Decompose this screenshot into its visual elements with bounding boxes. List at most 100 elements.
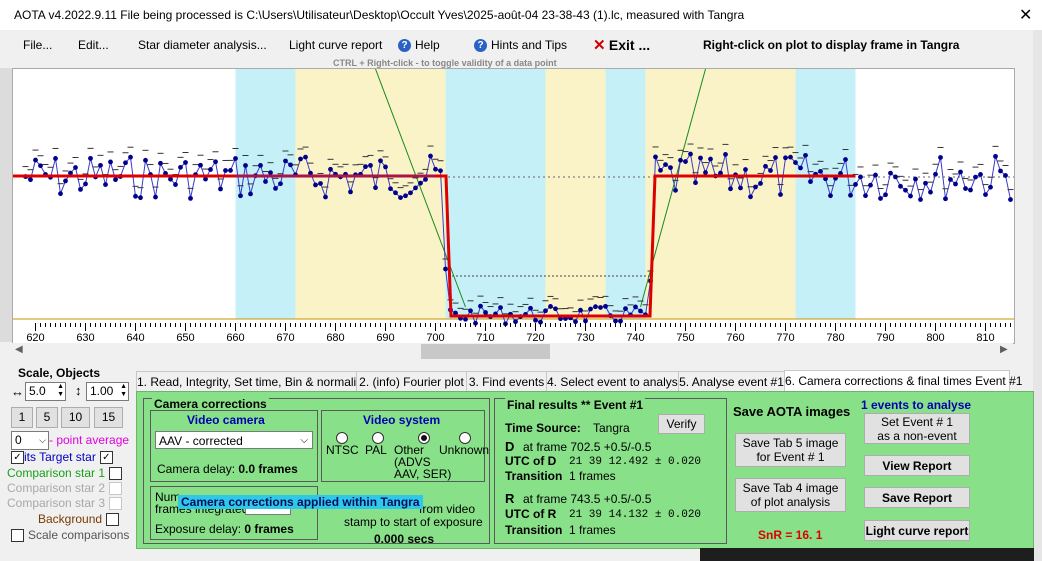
target-prefix: its	[24, 450, 36, 464]
data-point	[688, 151, 693, 157]
spinner-icon[interactable]: ▲ ▼	[57, 383, 64, 398]
right-click-hint: Right-click on plot to display frame in …	[703, 38, 960, 52]
menu-help[interactable]: ? Help	[398, 38, 440, 53]
data-point	[873, 172, 878, 178]
scroll-thumb[interactable]	[421, 344, 550, 359]
target-star-row[interactable]: ✓ its Target star ✓	[11, 450, 113, 465]
r-frame-text: at frame 743.5 +0.5/-0.5	[523, 492, 652, 506]
comparison-1-label: Comparison star 1	[7, 466, 106, 480]
background-checkbox[interactable]	[106, 513, 120, 527]
unknown-radio[interactable]	[459, 432, 471, 444]
data-point	[238, 193, 243, 199]
comparison-2-checkbox	[109, 482, 123, 496]
data-point	[538, 319, 543, 325]
target-star-checkbox[interactable]: ✓	[99, 451, 113, 465]
zoom-15-button[interactable]: 15	[94, 407, 123, 428]
save-report-button[interactable]: Save Report	[864, 487, 970, 508]
menu-hints[interactable]: ? Hints and Tips	[474, 38, 567, 53]
plot-scrollbar[interactable]: ◀ ▶	[12, 343, 1013, 360]
data-point	[158, 160, 163, 166]
light-curve-svg[interactable]: 620 630 640 650 660 670 680 690 700 710 720 730 740 7…	[13, 68, 1014, 344]
menu-star-diameter[interactable]: Star diameter analysis...	[138, 38, 267, 52]
light-curve-report-button[interactable]: Light curve report	[864, 520, 970, 541]
scroll-right-icon[interactable]: ▶	[1000, 344, 1008, 355]
menu-exit[interactable]: ✕ Exit ...	[593, 36, 650, 54]
data-point	[478, 303, 483, 309]
camera-select[interactable]: AAV - corrected ⌵	[155, 431, 313, 449]
data-point	[248, 191, 253, 197]
zoom-10-button[interactable]: 10	[61, 407, 90, 428]
data-point	[468, 308, 473, 314]
menu-edit[interactable]: Edit...	[78, 38, 109, 52]
tab-camera-corrections[interactable]: 6. Camera corrections & final times Even…	[784, 370, 1022, 393]
scroll-left-icon[interactable]: ◀	[15, 344, 23, 355]
data-point	[623, 306, 628, 312]
comparison-star-1[interactable]: Comparison star 1	[7, 466, 123, 481]
h-scale-input[interactable]: 5.0 ▲ ▼	[25, 382, 66, 401]
comparison-1-checkbox[interactable]	[109, 467, 123, 481]
spinner-icon[interactable]: ▲ ▼	[120, 383, 127, 398]
x-tick-label: 800	[926, 332, 944, 343]
save-tab4-button[interactable]: Save Tab 4 image of plot analysis	[735, 478, 846, 512]
pal-radio[interactable]	[372, 432, 384, 444]
menu-exit-label: Exit ...	[608, 37, 651, 53]
menu-light-curve-report[interactable]: Light curve report	[289, 38, 383, 52]
data-point	[128, 154, 133, 160]
scale-comparisons-checkbox[interactable]	[11, 529, 24, 543]
data-point	[958, 169, 963, 175]
light-curve-plot[interactable]: 620 630 640 650 660 670 680 690 700 710 720 730 740 7…	[12, 68, 1015, 344]
other-label: Other	[394, 443, 425, 457]
data-point	[513, 319, 518, 325]
yellow-band	[645, 69, 796, 319]
chevron-down-icon: ⌵	[300, 435, 308, 446]
tab-analyse-event[interactable]: 5. Analyse event #1	[678, 371, 785, 393]
data-point	[923, 180, 928, 186]
zoom-1-button[interactable]: 1	[11, 407, 33, 428]
data-point	[263, 179, 268, 184]
tab-find-events[interactable]: 3. Find events	[466, 371, 547, 393]
scale-comparisons-row[interactable]: Scale comparisons	[11, 528, 129, 543]
utc-r-label: UTC of R	[505, 507, 557, 521]
tangra-tooltip: Camera corrections applied within Tangra	[178, 495, 423, 509]
right-edge-strip	[1033, 30, 1042, 561]
data-point	[883, 192, 888, 198]
data-point	[98, 162, 103, 168]
other-radio[interactable]	[418, 432, 430, 444]
camera-delay-label: Camera delay:	[157, 462, 239, 476]
camera-delay: Camera delay: 0.0 frames	[157, 462, 298, 476]
data-point	[633, 304, 638, 310]
data-point	[363, 164, 368, 170]
window-close-button[interactable]: ✕	[1007, 0, 1042, 30]
view-report-button[interactable]: View Report	[864, 455, 970, 476]
x-tick-label: 660	[226, 332, 244, 343]
menu-bar: File... Edit... Star diameter analysis..…	[0, 30, 1034, 58]
data-point	[653, 154, 658, 160]
zoom-5-button[interactable]: 5	[36, 407, 58, 428]
data-point	[918, 197, 923, 202]
data-point	[863, 193, 868, 199]
exposure-delay-value: 0 frames	[244, 522, 294, 536]
data-point	[88, 155, 93, 161]
tab-select-event[interactable]: 4. Select event to analyse	[546, 371, 684, 393]
menu-file[interactable]: File...	[23, 38, 53, 52]
data-point	[743, 167, 748, 172]
tab-fourier[interactable]: 2. (info) Fourier plot	[356, 371, 467, 393]
point-average-value: 0	[15, 433, 22, 447]
target-prefix-checkbox[interactable]: ✓	[11, 451, 24, 465]
set-non-event-button[interactable]: Set Event # 1 as a non-event	[864, 413, 970, 444]
point-average-select[interactable]: 0 ⌵	[11, 431, 49, 450]
chevron-down-icon: ⌵	[39, 435, 46, 445]
ntsc-radio[interactable]	[336, 432, 348, 444]
background-row[interactable]: Background	[38, 512, 120, 527]
tab-read-integrity[interactable]: 1. Read, Integrity, Set time, Bin & norm…	[136, 371, 369, 393]
data-point	[278, 181, 283, 187]
camera-corrections-group: Camera corrections Video camera AAV - co…	[143, 397, 490, 546]
save-tab5-button[interactable]: Save Tab 5 image for Event # 1	[735, 433, 846, 467]
comparison-star-3: Comparison star 3	[7, 496, 123, 511]
data-point	[298, 156, 303, 162]
x-tick-label: 620	[26, 332, 44, 343]
verify-button[interactable]: Verify	[658, 414, 705, 434]
data-point	[638, 308, 643, 314]
data-point	[798, 165, 803, 171]
v-scale-input[interactable]: 1.00 ▲ ▼	[86, 382, 129, 401]
